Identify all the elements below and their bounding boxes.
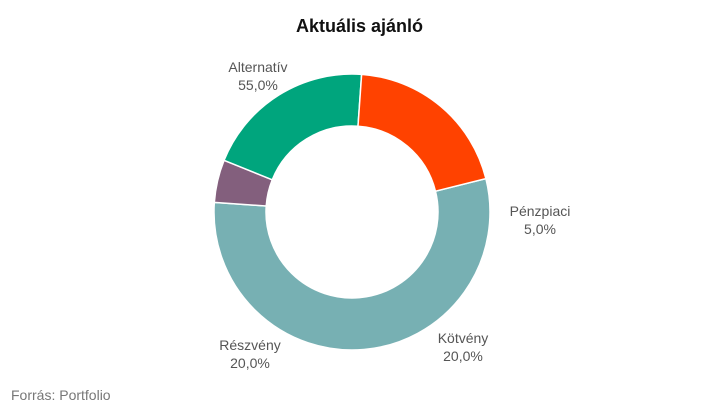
- chart-title: Aktuális ajánló: [295, 16, 424, 36]
- source-note: Forrás: Portfolio: [11, 387, 111, 403]
- slice-value-alternatív: 55,0%: [238, 77, 278, 93]
- slice-label-részvény: Részvény: [219, 337, 280, 353]
- slice-label-pénzpiaci: Pénzpiaci: [510, 203, 571, 219]
- slice-alternatív: [213, 177, 491, 351]
- slice-value-részvény: 20,0%: [230, 355, 270, 371]
- slice-value-pénzpiaci: 5,0%: [524, 221, 556, 237]
- slice-részvény: [357, 73, 487, 193]
- slice-label-kötvény: Kötvény: [438, 330, 489, 346]
- slice-label-alternatív: Alternatív: [228, 59, 287, 75]
- slice-value-kötvény: 20,0%: [443, 348, 483, 364]
